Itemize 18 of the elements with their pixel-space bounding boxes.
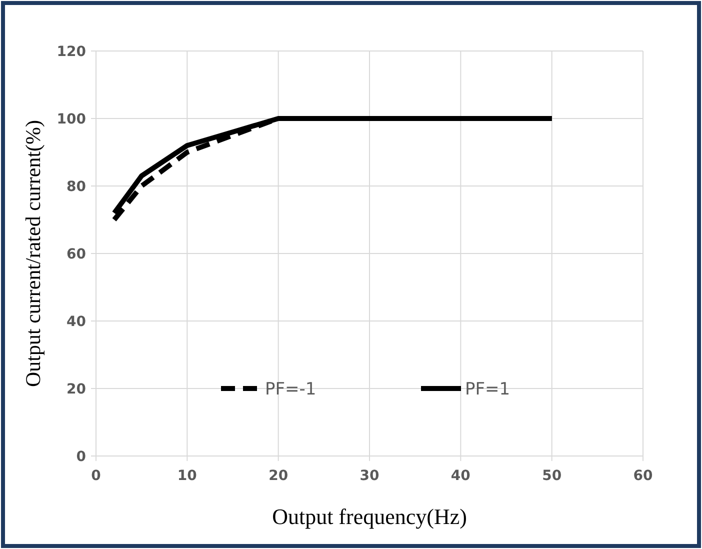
x-axis-title: Output frequency(Hz) (272, 504, 467, 529)
y-tick-label: 40 (66, 314, 86, 330)
x-tick-label: 0 (91, 468, 102, 484)
y-tick-label: 100 (56, 112, 86, 128)
y-tick-label: 0 (76, 449, 86, 465)
y-axis-title: Output current/rated current(%) (21, 120, 45, 388)
y-tick-label: 120 (56, 44, 86, 60)
x-tick-label: 30 (360, 468, 380, 484)
x-tick-label: 40 (450, 468, 471, 484)
x-tick-label: 10 (177, 468, 198, 484)
legend-label: PF=-1 (265, 380, 316, 400)
x-tick-label: 60 (633, 468, 653, 484)
legend-label: PF=1 (465, 380, 510, 400)
x-tick-label: 50 (542, 468, 562, 484)
y-tick-label: 60 (66, 246, 86, 262)
y-tick-label: 20 (66, 382, 86, 398)
y-tick-label: 80 (66, 179, 86, 195)
x-tick-label: 20 (268, 468, 288, 484)
